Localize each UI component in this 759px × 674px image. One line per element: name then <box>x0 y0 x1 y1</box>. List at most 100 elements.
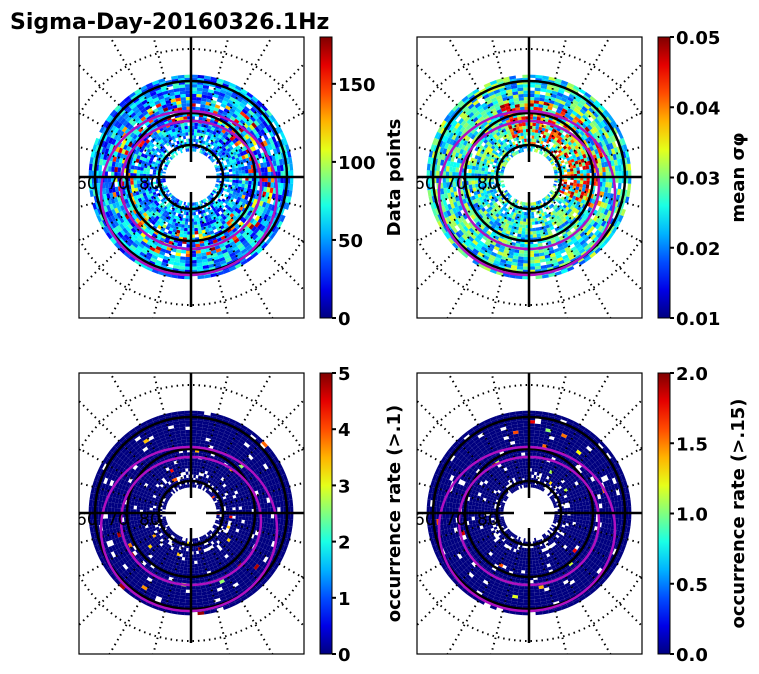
heatmap-bin <box>149 182 154 186</box>
heatmap-bin <box>492 153 498 158</box>
heatmap-bin <box>517 262 524 267</box>
heatmap-bin <box>157 140 162 146</box>
heatmap-bin <box>589 122 596 129</box>
heatmap-bin <box>611 120 618 128</box>
heatmap-bin <box>458 143 463 149</box>
heatmap-bin <box>150 163 155 168</box>
heatmap-bin <box>487 157 492 162</box>
heatmap-bin <box>567 196 573 201</box>
heatmap-bin <box>151 254 158 260</box>
heatmap-bin <box>614 125 621 134</box>
heatmap-bin <box>523 135 527 139</box>
heatmap-bin <box>128 255 136 263</box>
heatmap-bin <box>140 214 146 220</box>
heatmap-bin <box>261 104 268 112</box>
heatmap-bin <box>254 126 261 133</box>
heatmap-bin <box>261 242 268 250</box>
heatmap-bin <box>123 251 131 259</box>
heatmap-bin <box>523 211 527 216</box>
heatmap-bin <box>553 183 557 187</box>
heatmap-bin <box>114 186 119 192</box>
heatmap-bin <box>187 148 190 152</box>
heatmap-bin <box>498 151 503 156</box>
heatmap-bin <box>542 107 548 113</box>
lat-label: 80 <box>477 174 499 194</box>
heatmap-bin <box>88 183 93 191</box>
heatmap-bin <box>185 90 191 94</box>
heatmap-bin <box>256 583 264 590</box>
heatmap-bin <box>560 147 565 152</box>
heatmap-bin <box>211 138 216 143</box>
heatmap-bin <box>254 132 261 139</box>
heatmap-bin <box>550 239 556 244</box>
heatmap-bin <box>160 437 167 443</box>
heatmap-bin <box>196 262 203 267</box>
heatmap-bin <box>235 240 242 247</box>
heatmap-bin <box>162 149 167 154</box>
heatmap-bin <box>116 152 122 158</box>
heatmap-bin <box>235 192 240 197</box>
heatmap-bin <box>445 177 450 183</box>
heatmap-bin <box>185 132 189 136</box>
heatmap-bin <box>144 227 151 233</box>
heatmap-bin <box>483 143 489 149</box>
heatmap-bin <box>482 227 489 233</box>
heatmap-bin <box>134 88 142 95</box>
heatmap-bin <box>116 106 124 114</box>
heatmap-bin <box>161 104 168 110</box>
heatmap-bin <box>133 180 138 185</box>
heatmap-bin <box>480 212 486 218</box>
heatmap-bin <box>490 169 495 173</box>
heatmap-bin <box>167 596 175 601</box>
heatmap-bin <box>98 164 103 172</box>
heatmap-bin <box>574 139 580 145</box>
heatmap-bin <box>244 195 249 201</box>
heatmap-bin <box>478 240 485 247</box>
heatmap-bin <box>219 149 225 154</box>
heatmap-bin <box>587 217 593 224</box>
heatmap-bin <box>268 137 274 144</box>
heatmap-bin <box>235 179 239 184</box>
heatmap-bin <box>496 127 502 132</box>
heatmap-bin <box>151 147 156 153</box>
heatmap-bin <box>501 93 508 99</box>
heatmap-bin <box>231 214 237 220</box>
heatmap-bin <box>239 427 247 434</box>
heatmap-bin <box>280 170 284 177</box>
heatmap-bin <box>472 108 479 115</box>
heatmap-bin <box>543 138 548 143</box>
heatmap-bin <box>583 157 588 163</box>
heatmap-bin <box>161 597 168 603</box>
heatmap-bin <box>529 256 535 261</box>
heatmap-bin <box>146 251 153 258</box>
heatmap-bin <box>549 191 553 195</box>
heatmap-bin <box>522 74 529 79</box>
heatmap-bin <box>237 186 242 191</box>
heatmap-bin <box>277 194 283 202</box>
heatmap-bin <box>114 104 121 112</box>
heatmap-bin <box>237 243 244 249</box>
heatmap-bin <box>465 100 473 108</box>
heatmap-bin <box>145 601 154 608</box>
heatmap-bin <box>231 113 238 119</box>
heatmap-bin <box>255 117 263 125</box>
heatmap-bin <box>161 204 166 209</box>
heatmap-bin <box>558 140 563 146</box>
heatmap-bin <box>102 495 107 502</box>
heatmap-bin <box>208 421 216 427</box>
heatmap-bin <box>151 80 160 86</box>
heatmap-bin <box>601 162 606 168</box>
heatmap-bin <box>126 451 133 459</box>
heatmap-bin <box>152 225 158 231</box>
heatmap-bin <box>587 231 594 239</box>
heatmap-bin <box>226 220 232 226</box>
heatmap-bin <box>196 426 203 431</box>
heatmap-bin <box>185 93 191 98</box>
heatmap-bin <box>503 142 508 147</box>
heatmap-bin <box>613 159 618 166</box>
heatmap-bin <box>480 131 487 137</box>
heatmap-bin <box>566 230 572 236</box>
heatmap-bin <box>141 99 148 106</box>
heatmap-bin <box>137 132 143 139</box>
heatmap-bin <box>133 203 139 209</box>
